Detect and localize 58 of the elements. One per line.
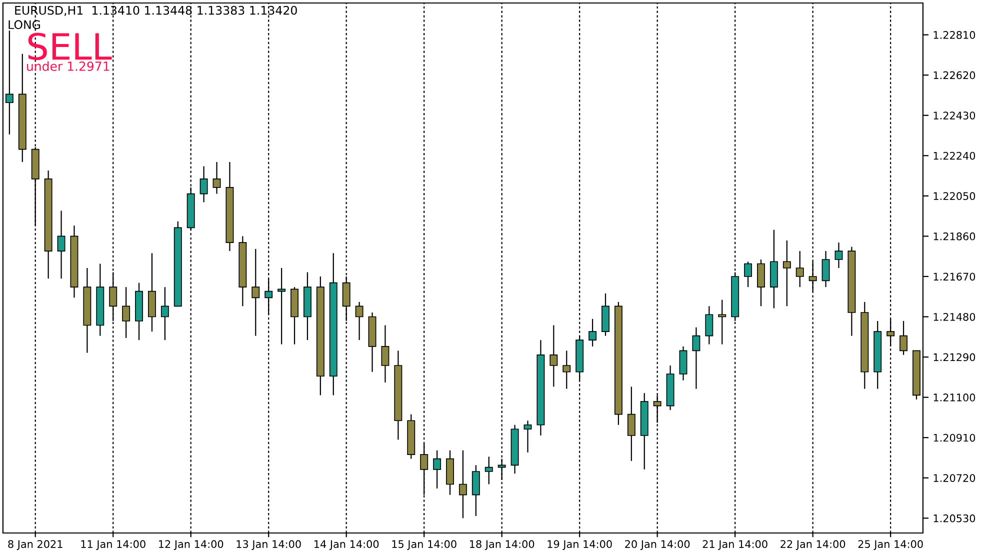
y-tick-label: 1.20910 <box>934 434 976 442</box>
y-tick-label: 1.21100 <box>934 394 976 402</box>
candlestick <box>705 306 714 345</box>
candlestick <box>822 250 830 288</box>
candlestick <box>212 161 221 194</box>
y-tick-label: 1.21290 <box>934 353 976 362</box>
x-tick-label: 18 Jan 14:00 <box>470 540 534 550</box>
candlestick <box>484 456 493 485</box>
y-tick-label: 1.20720 <box>934 474 976 482</box>
y-tick-label: 1.22810 <box>934 31 976 39</box>
x-tick-label: 22 Jan 14:00 <box>780 540 846 550</box>
candlestick <box>782 240 791 307</box>
x-tick-label: 14 Jan 14:00 <box>314 540 379 550</box>
candlestick <box>458 450 467 519</box>
candlestick <box>433 450 442 490</box>
candlestick <box>122 286 130 339</box>
candlestick <box>562 350 571 390</box>
y-tick-label: 1.22050 <box>934 192 976 200</box>
candlestick <box>718 299 726 345</box>
y-tick-label: 1.22240 <box>934 152 976 160</box>
candlestick <box>200 166 208 203</box>
x-tick-label: 12 Jan 14:00 <box>159 540 224 550</box>
candlestick <box>524 420 532 453</box>
x-tick-label: 8 Jan 2021 <box>8 540 62 550</box>
candlestick <box>472 464 480 517</box>
x-tick-label: 20 Jan 14:00 <box>625 540 690 550</box>
candlestick <box>834 242 843 269</box>
x-tick-label: 25 Jan 14:00 <box>858 540 923 550</box>
x-tick-label: 21 Jan 14:00 <box>702 540 768 550</box>
y-tick-label: 1.21670 <box>934 272 976 281</box>
candlestick <box>160 286 169 341</box>
candlestick <box>692 326 700 390</box>
x-tick-label: 19 Jan 14:00 <box>548 540 612 550</box>
candlestick <box>796 250 804 288</box>
y-tick-label: 1.22620 <box>934 71 976 80</box>
candlestick <box>57 210 66 280</box>
candlestick <box>355 301 364 341</box>
y-tick-label: 1.22430 <box>934 112 976 120</box>
annotation: EURUSD,H1 1.13410 1.13448 1.13383 1.13420 <box>15 6 297 16</box>
candlestick <box>5 30 14 135</box>
annotation: LONG <box>8 20 40 30</box>
candlestick <box>381 324 390 384</box>
annotation: under 1.2971 <box>27 61 110 71</box>
candlestick <box>588 318 597 347</box>
y-tick-label: 1.21860 <box>934 232 976 240</box>
x-tick-label: 15 Jan 14:00 <box>392 540 456 550</box>
candlestick <box>252 248 260 336</box>
candlestick <box>550 324 558 388</box>
x-tick-label: 11 Jan 14:00 <box>81 540 146 550</box>
candlestick <box>679 346 688 381</box>
annotation: SELL <box>28 32 112 60</box>
y-tick-label: 1.21480 <box>934 312 976 321</box>
candlestick <box>757 258 765 307</box>
candlestick <box>900 320 908 356</box>
candlestick <box>627 386 636 462</box>
y-tick-label: 1.20530 <box>934 514 976 522</box>
candlestick <box>744 261 752 288</box>
x-tick-label: 13 Jan 14:00 <box>236 540 301 550</box>
